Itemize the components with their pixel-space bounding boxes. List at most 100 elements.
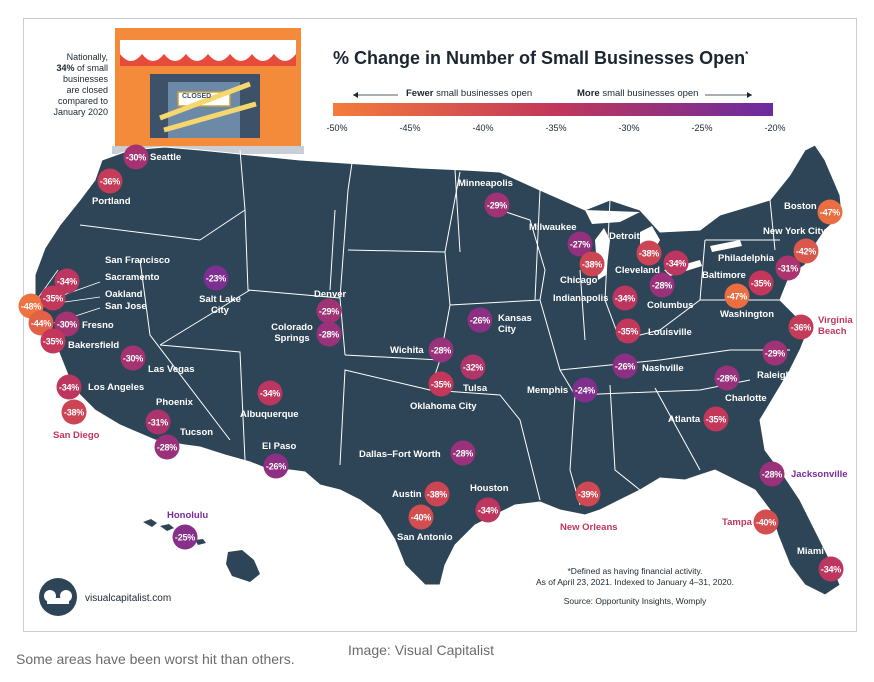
value-bubble-tulsa: -32% bbox=[460, 354, 486, 380]
city-label-milwaukee: Milwaukee bbox=[529, 222, 577, 233]
value-bubble-wichita: -28% bbox=[428, 337, 454, 363]
city-label-fresno: Fresno bbox=[82, 320, 114, 331]
value-bubble-chicago: -38% bbox=[579, 251, 605, 277]
city-label-salt-lake-city: Salt Lake City bbox=[199, 294, 241, 316]
value-bubble-louisville: -35% bbox=[615, 318, 641, 344]
closed-sign: CLOSED bbox=[182, 93, 212, 100]
legend-more-label: More small businesses open bbox=[577, 88, 699, 99]
city-label-los-angeles: Los Angeles bbox=[88, 382, 145, 393]
visualcapitalist-logo bbox=[39, 578, 77, 616]
value-bubble-jacksonville: -28% bbox=[759, 461, 785, 487]
value-bubble-boston: -47% bbox=[817, 199, 843, 225]
city-label-oklahoma-city: Oklahoma City bbox=[410, 401, 477, 412]
value-bubble-washington: -47% bbox=[724, 283, 750, 309]
value-bubble-virginia-beach: -36% bbox=[788, 314, 814, 340]
city-label-wichita: Wichita bbox=[390, 345, 424, 356]
value-bubble-atlanta: -35% bbox=[703, 406, 729, 432]
brand-name: visualcapitalist.com bbox=[85, 593, 172, 604]
city-label-philadelphia: Philadelphia bbox=[718, 253, 774, 264]
legend-tick: -45% bbox=[399, 123, 421, 133]
value-bubble-seattle: -30% bbox=[123, 144, 149, 170]
value-bubble-san-diego: -38% bbox=[61, 399, 87, 425]
map-title: % Change in Number of Small Businesses O… bbox=[333, 48, 749, 68]
city-label-san-diego: San Diego bbox=[53, 430, 100, 441]
city-label-las-vegas: Las Vegas bbox=[148, 364, 195, 375]
value-bubble-oakland: -35% bbox=[40, 285, 66, 311]
city-label-tulsa: Tulsa bbox=[463, 383, 488, 394]
value-bubble-oklahoma-city: -35% bbox=[428, 371, 454, 397]
value-bubble-tampa: -40% bbox=[753, 509, 779, 535]
legend-tick: -25% bbox=[691, 123, 713, 133]
city-label-miami: Miami bbox=[797, 546, 824, 557]
city-label-seattle: Seattle bbox=[150, 152, 182, 163]
value-bubble-salt-lake-city: -23% bbox=[203, 265, 229, 291]
city-label-tampa: Tampa bbox=[722, 517, 752, 528]
value-bubble-raleigh: -29% bbox=[762, 340, 788, 366]
city-label-cleveland: Cleveland bbox=[615, 265, 660, 276]
legend-fewer-label: Fewer small businesses open bbox=[406, 88, 533, 99]
city-label-portland: Portland bbox=[92, 196, 131, 207]
caption-text: Some areas have been worst hit than othe… bbox=[16, 651, 295, 667]
value-bubble-austin: -38% bbox=[424, 481, 450, 507]
city-label-raleigh: Raleigh bbox=[757, 370, 792, 381]
image-credit: Image: Visual Capitalist bbox=[348, 642, 495, 658]
city-label-charlotte: Charlotte bbox=[725, 393, 767, 404]
value-bubble-minneapolis: -29% bbox=[484, 192, 510, 218]
value-bubble-los-angeles: -34% bbox=[56, 374, 82, 400]
city-label-washington: Washington bbox=[720, 309, 774, 320]
city-label-indianapolis: Indianapolis bbox=[553, 293, 609, 304]
value-bubble-portland: -36% bbox=[97, 168, 123, 194]
city-label-new-york-city: New York City bbox=[763, 226, 827, 237]
city-label-detroit: Detroit bbox=[609, 231, 640, 242]
value-bubble-indianapolis: -34% bbox=[612, 285, 638, 311]
value-bubble-kansas-city: -26% bbox=[467, 307, 493, 333]
legend-tick: -35% bbox=[545, 123, 567, 133]
city-label-nashville: Nashville bbox=[642, 363, 684, 374]
city-label-columbus: Columbus bbox=[647, 300, 694, 311]
city-label-austin: Austin bbox=[392, 489, 422, 500]
city-label-tucson: Tucson bbox=[180, 427, 214, 438]
city-label-kansas-city: Kansas City bbox=[498, 313, 532, 335]
value-bubble-phoenix: -31% bbox=[145, 409, 171, 435]
value-bubble-charlotte: -28% bbox=[714, 365, 740, 391]
value-bubble-miami: -34% bbox=[818, 556, 844, 582]
legend-tick: -50% bbox=[326, 123, 348, 133]
value-bubble-nashville: -26% bbox=[612, 353, 638, 379]
value-bubble-albuquerque: -34% bbox=[257, 380, 283, 406]
city-label-el-paso: El Paso bbox=[262, 441, 297, 452]
city-label-bakersfield: Bakersfield bbox=[68, 340, 120, 351]
city-label-honolulu: Honolulu bbox=[167, 510, 209, 521]
city-label-virginia-beach: Virginia Beach bbox=[818, 315, 853, 337]
value-bubble-bakersfield: -35% bbox=[40, 328, 66, 354]
value-bubble-el-paso: -26% bbox=[263, 453, 289, 479]
legend-tick: -20% bbox=[764, 123, 786, 133]
city-label-san-francisco: San Francisco bbox=[105, 255, 170, 266]
value-bubble-las-vegas: -30% bbox=[120, 345, 146, 371]
value-bubble-columbus: -28% bbox=[649, 272, 675, 298]
value-bubble-new-york-city: -42% bbox=[793, 238, 819, 264]
value-bubble-dallas-fort-worth: -28% bbox=[450, 440, 476, 466]
city-label-colorado-springs: Colorado Springs bbox=[271, 322, 313, 344]
value-bubble-baltimore: -35% bbox=[748, 270, 774, 296]
national-note: Nationally, 34% of small businesses are … bbox=[53, 52, 108, 117]
value-bubble-detroit: -38% bbox=[636, 240, 662, 266]
legend-gradient-bar bbox=[333, 103, 773, 116]
value-bubble-houston: -34% bbox=[475, 497, 501, 523]
city-label-jacksonville: Jacksonville bbox=[791, 469, 848, 480]
city-label-houston: Houston bbox=[470, 483, 509, 494]
footnote: *Defined as having financial activity. A… bbox=[535, 566, 734, 606]
city-label-sacramento: Sacramento bbox=[105, 272, 160, 283]
value-bubble-tucson: -28% bbox=[154, 434, 180, 460]
city-label-albuquerque: Albuquerque bbox=[240, 409, 299, 420]
city-label-san-antonio: San Antonio bbox=[397, 532, 453, 543]
city-label-minneapolis: Minneapolis bbox=[458, 178, 513, 189]
value-bubble-new-orleans: -39% bbox=[575, 481, 601, 507]
city-label-san-jose: San Jose bbox=[105, 301, 147, 312]
city-label-oakland: Oakland bbox=[105, 289, 143, 300]
city-label-boston: Boston bbox=[784, 201, 817, 212]
city-label-chicago: Chicago bbox=[560, 275, 598, 286]
city-label-dallas-fort-worth: Dallas–Fort Worth bbox=[359, 449, 441, 460]
value-bubble-honolulu: -25% bbox=[172, 524, 198, 550]
city-label-phoenix: Phoenix bbox=[156, 397, 193, 408]
city-label-new-orleans: New Orleans bbox=[560, 522, 618, 533]
